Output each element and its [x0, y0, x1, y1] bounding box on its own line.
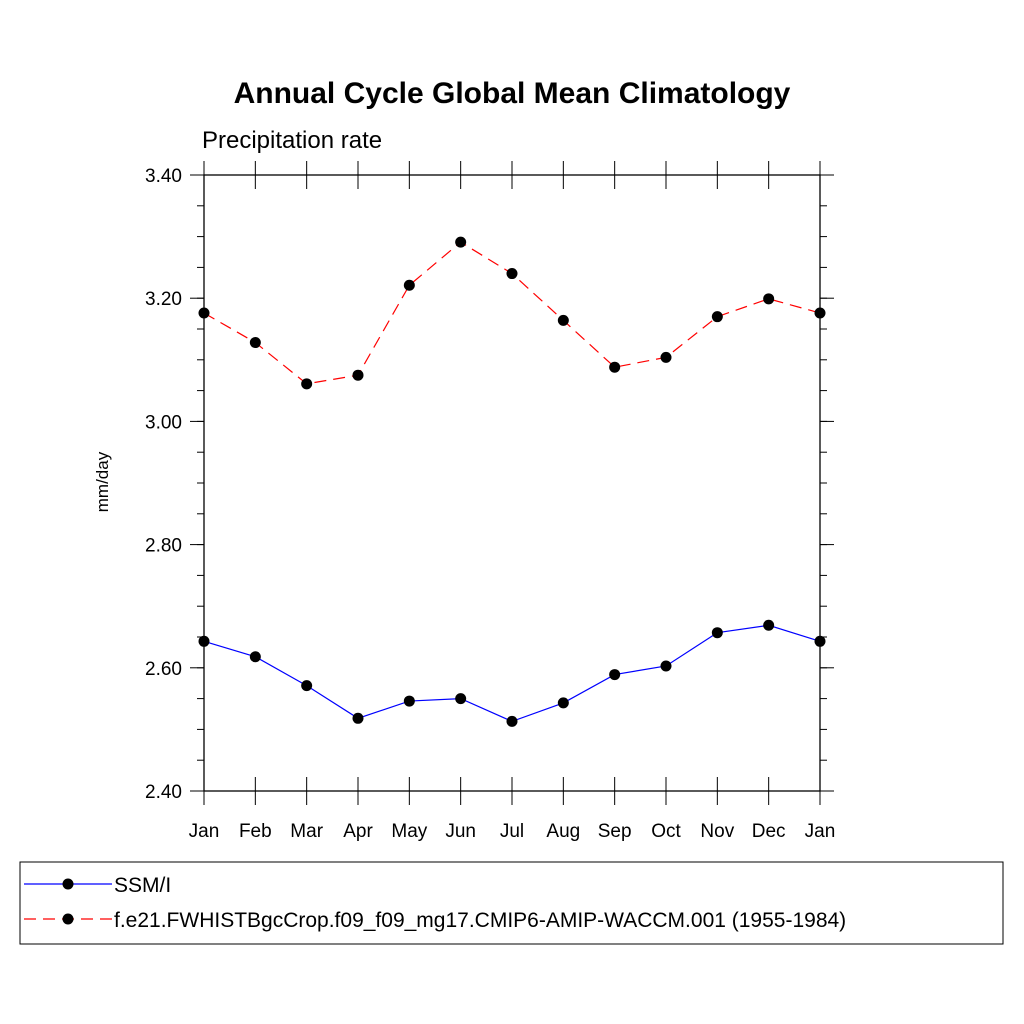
y-axis-label: mm/day	[93, 451, 112, 512]
data-point-series-2	[660, 351, 672, 363]
data-point-series-1	[506, 715, 518, 727]
data-point-series-1	[249, 651, 261, 663]
data-point-series-1	[403, 695, 415, 707]
series-line-2	[203, 241, 821, 385]
data-point-series-2	[352, 369, 364, 381]
data-point-series-2	[301, 378, 313, 390]
data-point-series-1	[660, 660, 672, 672]
data-point-series-2	[249, 337, 261, 349]
legend-label-1: SSM/I	[114, 874, 171, 897]
data-point-series-2	[557, 314, 569, 326]
data-point-series-1	[352, 712, 364, 724]
legend-marker-2	[62, 913, 74, 925]
data-point-series-2	[198, 307, 210, 319]
data-point-series-2	[814, 307, 826, 319]
plot-area-frame	[203, 174, 821, 792]
x-tick-label: Jun	[445, 821, 476, 842]
legend-label-2: f.e21.FWHISTBgcCrop.f09_f09_mg17.CMIP6-A…	[114, 909, 846, 932]
data-point-series-1	[557, 697, 569, 709]
data-point-series-1	[455, 693, 467, 705]
y-tick-label: 2.40	[145, 782, 182, 803]
x-tick-label: Feb	[239, 821, 272, 842]
x-tick-label: Aug	[546, 821, 580, 842]
data-point-series-1	[198, 635, 210, 647]
legend-box	[19, 861, 1004, 945]
x-tick-label: Jan	[805, 821, 836, 842]
x-tick-label: Oct	[651, 821, 681, 842]
x-tick-label: Jan	[189, 821, 220, 842]
y-tick-label: 3.40	[145, 166, 182, 187]
y-tick-label: 3.00	[145, 412, 182, 433]
y-tick-label: 2.60	[145, 659, 182, 680]
data-point-series-1	[763, 619, 775, 631]
data-point-series-2	[455, 236, 467, 248]
x-tick-label: Dec	[752, 821, 786, 842]
y-tick-label: 2.80	[145, 536, 182, 557]
data-point-series-2	[403, 279, 415, 291]
data-point-series-2	[506, 268, 518, 280]
x-tick-label: Jul	[500, 821, 524, 842]
data-point-series-2	[609, 361, 621, 373]
chart-subtitle: Precipitation rate	[202, 127, 382, 154]
legend-marker-1	[62, 878, 74, 890]
chart-title: Annual Cycle Global Mean Climatology	[234, 77, 791, 110]
data-point-series-1	[301, 680, 313, 692]
data-point-series-1	[814, 635, 826, 647]
data-point-series-1	[609, 669, 621, 681]
x-tick-label: Apr	[343, 821, 373, 842]
x-tick-label: Nov	[700, 821, 734, 842]
x-tick-label: May	[391, 821, 427, 842]
series-line-1	[203, 624, 821, 723]
x-tick-label: Mar	[290, 821, 323, 842]
data-point-series-2	[763, 293, 775, 305]
x-tick-label: Sep	[598, 821, 632, 842]
y-tick-label: 3.20	[145, 289, 182, 310]
data-point-series-2	[711, 311, 723, 323]
data-point-series-1	[711, 627, 723, 639]
